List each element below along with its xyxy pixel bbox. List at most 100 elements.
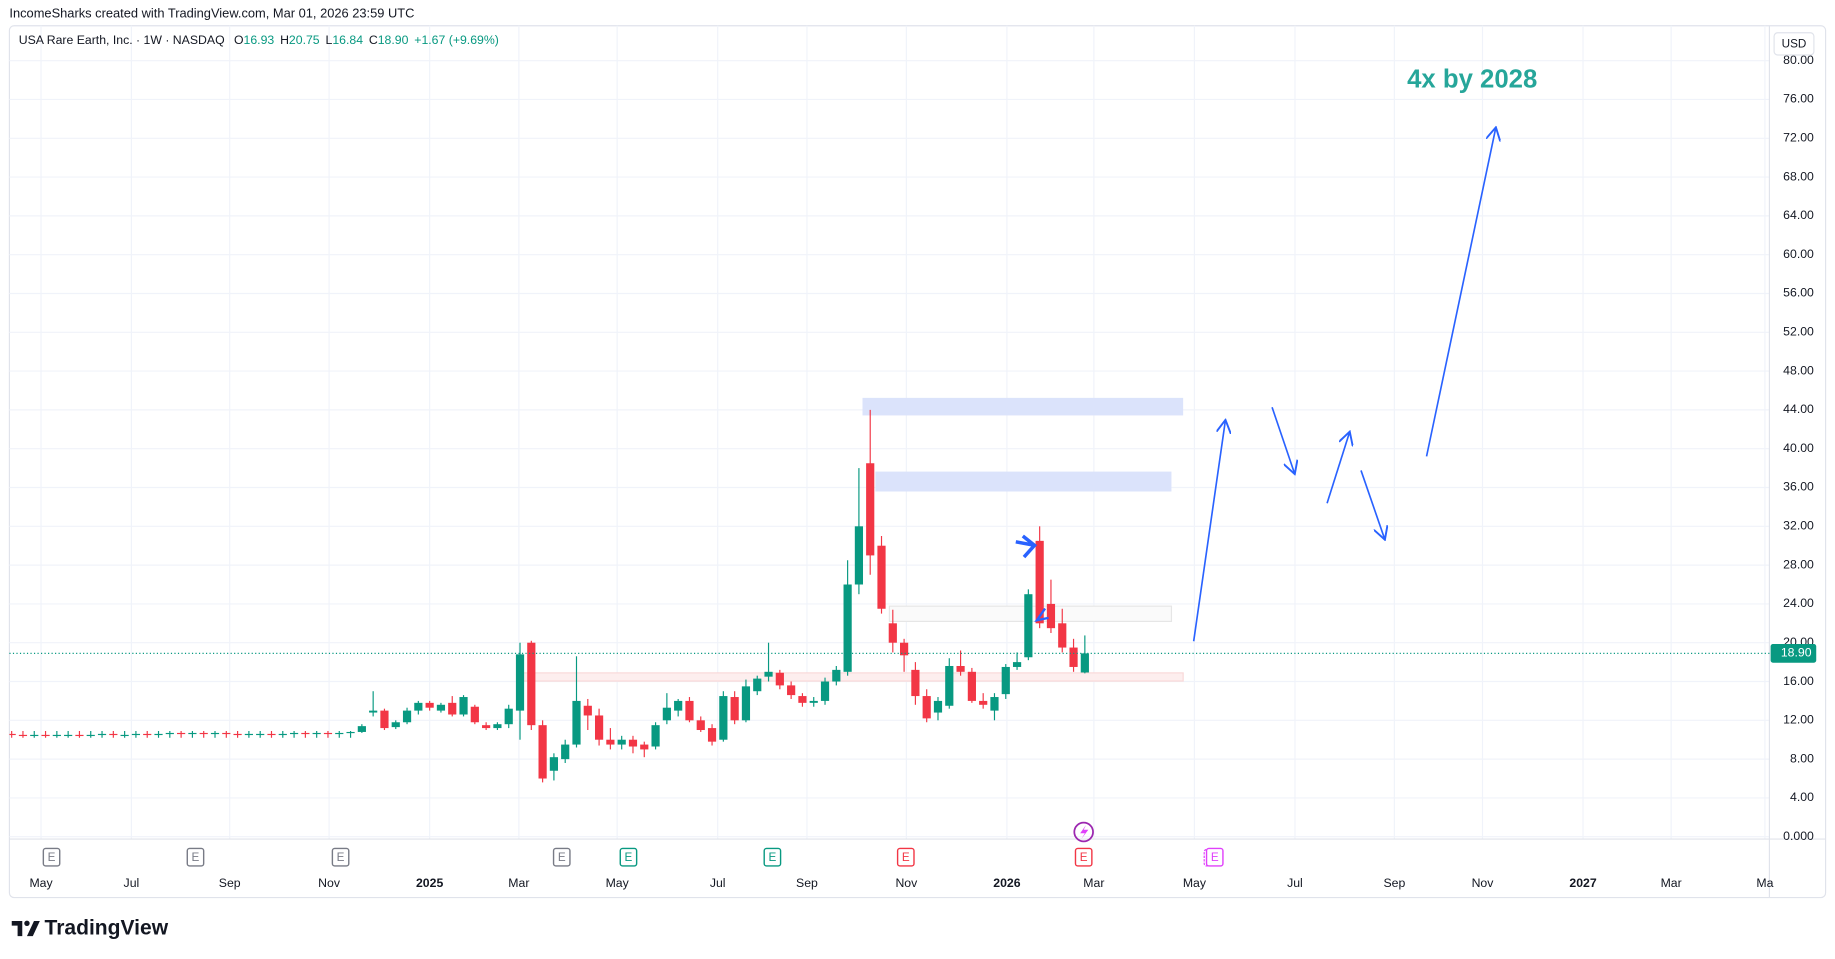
candle-body [199, 732, 208, 735]
candle-body [572, 700, 581, 745]
candle-body [696, 720, 705, 731]
candle-body [617, 739, 626, 745]
candle-body [278, 733, 287, 736]
x-tick-label: Nov [1472, 876, 1495, 890]
event-marker [42, 847, 61, 867]
change: +1.67 (+9.69%) [414, 33, 499, 47]
candle-body [798, 696, 807, 703]
candle-body [52, 734, 61, 737]
axes: 0.0004.008.0012.0016.0020.0024.0028.0032… [9, 53, 1817, 890]
candle-body [18, 734, 28, 737]
candle-body [527, 642, 536, 726]
y-tick-label: 44.00 [1783, 402, 1814, 416]
candle-body [504, 708, 513, 725]
candle-body [1035, 540, 1044, 624]
marker-arrow [1034, 607, 1049, 622]
x-tick-label: May [1183, 876, 1207, 890]
arrows [1015, 129, 1496, 642]
candle-body [628, 739, 638, 747]
ohlc-key: O [234, 33, 244, 47]
y-tick-label: 28.00 [1783, 557, 1814, 571]
candle-body [177, 732, 186, 735]
candle-body [854, 526, 864, 585]
event-label: E [625, 851, 633, 864]
candle-body [335, 732, 344, 735]
event-label: E [1211, 851, 1219, 864]
candle-body [75, 734, 84, 737]
x-tick-label: May [29, 876, 53, 890]
event-label: E [902, 851, 910, 864]
arrow [1326, 433, 1349, 504]
candle-body [1046, 603, 1056, 629]
annotation: 4x by 2028 [1407, 66, 1537, 94]
candle-body [391, 722, 400, 728]
candle-body [877, 545, 886, 609]
event-label: E [1080, 851, 1088, 864]
candle-body [493, 724, 502, 729]
candle-body [210, 732, 220, 735]
candle-body [640, 744, 649, 750]
candle-body [30, 734, 39, 737]
ohlc-key: H [280, 33, 289, 47]
event-marker [552, 847, 571, 867]
candle-body [866, 463, 875, 556]
event-marker [896, 847, 915, 867]
x-tick-label: Sep [1383, 876, 1405, 890]
candle-body [64, 734, 73, 737]
candle-body [900, 642, 909, 656]
candle-body [222, 732, 231, 735]
x-tick-label: Sep [796, 876, 818, 890]
y-tick-label: 76.00 [1783, 92, 1814, 106]
candle-body [662, 707, 671, 721]
candle-body [967, 671, 976, 701]
arrow [1271, 406, 1294, 473]
credit: IncomeSharks created with TradingView.co… [9, 5, 414, 20]
candle-body [436, 704, 446, 711]
lightning-icon [1073, 821, 1094, 843]
y-tick-label: 24.00 [1783, 596, 1814, 610]
candle-body [267, 733, 276, 736]
y-tick-label: 60.00 [1783, 247, 1814, 261]
candle-body [753, 678, 762, 692]
y-tick-label: 64.00 [1783, 208, 1814, 222]
y-tick-label: 12.00 [1783, 713, 1814, 727]
candle-body [515, 654, 525, 711]
candle-body [956, 665, 965, 672]
x-tick-label: Jul [710, 876, 726, 890]
candle-body [301, 732, 310, 735]
candle-body [425, 702, 434, 708]
arrow [1192, 421, 1226, 642]
arrow [1360, 470, 1384, 538]
x-tick-label: 2027 [1569, 876, 1596, 890]
grid [9, 25, 1770, 840]
candle-body [1069, 647, 1078, 667]
candle-body [402, 710, 412, 723]
marker-arrow [1015, 534, 1038, 559]
event-label: E [558, 851, 566, 864]
candle-body [244, 733, 253, 736]
x-tick-label: Sep [219, 876, 241, 890]
candle-body [583, 705, 592, 716]
candle-body [730, 697, 739, 721]
candle-body [820, 681, 830, 701]
candle-body [459, 697, 468, 715]
x-tick-label: Mar [1661, 876, 1682, 890]
logo: TradingView [11, 917, 169, 940]
candle-body [549, 757, 558, 771]
candle-body [312, 732, 321, 735]
currency[interactable]: USD [1782, 38, 1807, 51]
currency-button[interactable] [1773, 32, 1815, 56]
candle-body [86, 734, 95, 737]
candle-body [538, 725, 547, 779]
candle-body [289, 732, 299, 735]
candle-body [561, 744, 570, 760]
candle-body [1080, 653, 1089, 673]
candle-body [979, 700, 988, 705]
candle-body [143, 733, 152, 736]
x-tick-label: Nov [895, 876, 918, 890]
candle-body [346, 731, 355, 734]
candle-body [707, 728, 717, 742]
